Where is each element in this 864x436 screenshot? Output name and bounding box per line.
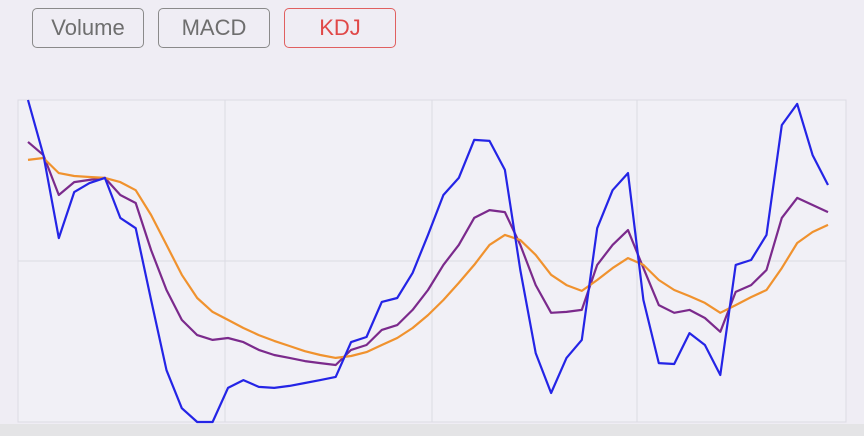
line-series bbox=[26, 99, 829, 424]
tab[interactable]: KDJ bbox=[284, 8, 396, 48]
tab[interactable]: MACD bbox=[158, 8, 270, 48]
bottom-shade bbox=[0, 424, 864, 436]
tab-bar: Volume MACD KDJ bbox=[32, 8, 396, 48]
line-series bbox=[27, 141, 829, 367]
line-series bbox=[27, 156, 829, 359]
tab[interactable]: Volume bbox=[32, 8, 144, 48]
